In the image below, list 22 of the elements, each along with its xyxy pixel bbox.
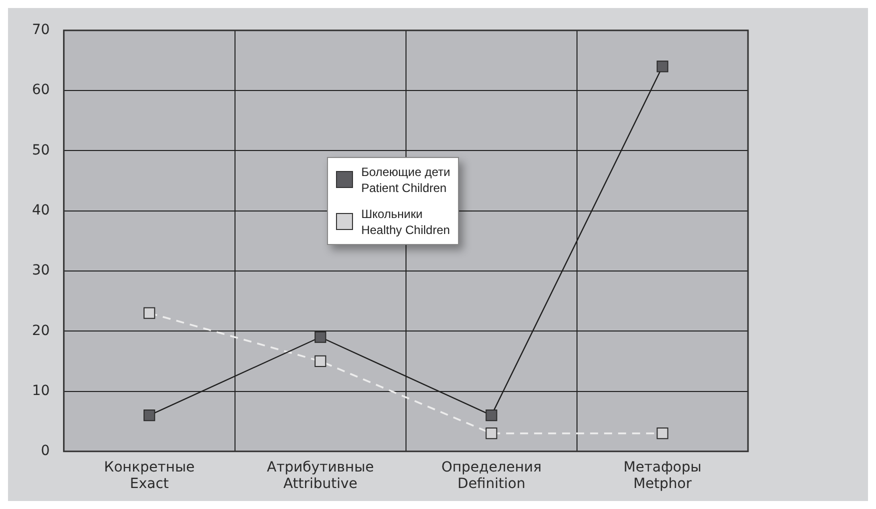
- y-tick-label: 10: [32, 382, 50, 399]
- x-tick-label: Атрибутивные Attributive: [266, 459, 374, 492]
- x-tick-label: Определения Definition: [441, 459, 542, 492]
- point: [486, 410, 498, 422]
- y-tick-label: 30: [32, 262, 50, 279]
- y-tick-label: 60: [32, 82, 50, 98]
- y-tick-label: 0: [40, 443, 50, 460]
- point: [144, 410, 156, 422]
- x-tick-label: Конкретные Exact: [104, 459, 195, 492]
- y-tick-label: 20: [32, 322, 50, 339]
- point: [656, 428, 668, 440]
- y-tick-label: 50: [32, 142, 50, 158]
- point: [314, 355, 326, 367]
- point: [486, 428, 498, 440]
- y-tick-label: 70: [32, 22, 50, 38]
- point: [314, 331, 326, 343]
- y-tick-label: 40: [32, 202, 50, 218]
- legend-label: Школьники Healthy Children: [361, 206, 450, 238]
- x-tick-label: Метафоры Metphor: [624, 459, 702, 492]
- legend-label: Болеющие дети Patient Children: [361, 164, 450, 196]
- point: [656, 60, 668, 72]
- point: [144, 307, 156, 319]
